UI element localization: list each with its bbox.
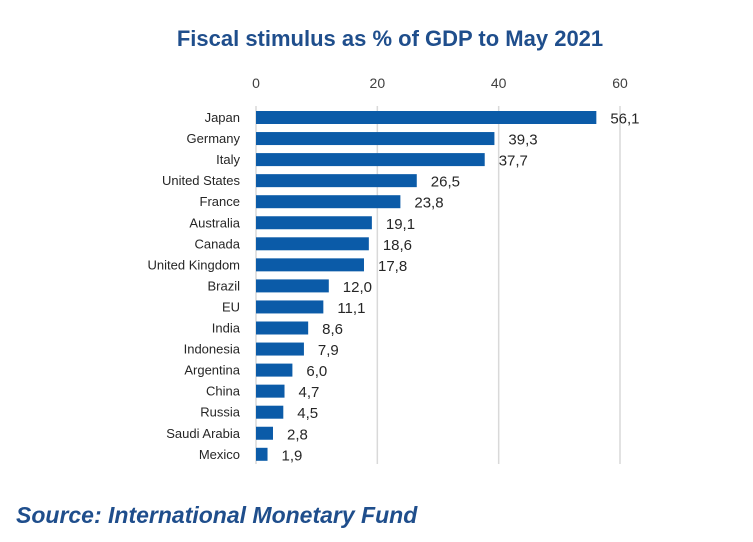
bar-china [256, 384, 285, 398]
data-labels: 56,1 39,3 37,7 26,5 23,8 19,1 18,6 17,8 12,0 11,1… [282, 111, 640, 465]
x-axis-ticks: 0 20 40 60 [252, 75, 628, 91]
data-label: 17,8 [378, 258, 407, 275]
category-label: Argentina [184, 363, 240, 378]
data-label: 4,7 [299, 384, 320, 401]
category-label: Italy [216, 152, 240, 167]
data-label: 19,1 [386, 216, 415, 233]
bar-united-states [256, 174, 417, 188]
bars [256, 111, 597, 461]
bar-brazil [256, 279, 329, 293]
x-tick-label: 40 [491, 75, 507, 91]
data-label: 6,0 [306, 363, 327, 380]
category-label: China [206, 384, 241, 399]
category-label: France [200, 194, 240, 209]
bar-india [256, 321, 309, 335]
bar-australia [256, 216, 372, 230]
data-label: 23,8 [414, 195, 443, 212]
data-label: 4,5 [297, 405, 318, 422]
bar-russia [256, 405, 284, 419]
data-label: 7,9 [318, 342, 339, 359]
data-label: 56,1 [610, 111, 639, 128]
bar-united-kingdom [256, 258, 364, 272]
category-label: Japan [205, 110, 240, 125]
category-label: Germany [187, 131, 241, 146]
bar-eu [256, 300, 324, 314]
category-label: Saudi Arabia [166, 426, 240, 441]
x-tick-label: 0 [252, 75, 260, 91]
bar-italy [256, 153, 485, 167]
bar-japan [256, 111, 597, 124]
chart-title: Fiscal stimulus as % of GDP to May 2021 [176, 26, 604, 51]
x-tick-label: 60 [612, 75, 628, 91]
data-label: 11,1 [337, 300, 365, 317]
category-labels: Japan Germany Italy United States France Aust… [148, 110, 241, 462]
category-label: Canada [194, 236, 240, 251]
source-note: Source: International Monetary Fund [16, 502, 418, 528]
category-label: Indonesia [184, 342, 241, 357]
data-label: 18,6 [383, 237, 412, 254]
data-label: 39,3 [508, 132, 537, 149]
data-label: 8,6 [322, 321, 343, 338]
category-label: Mexico [199, 447, 240, 462]
category-label: Brazil [207, 278, 240, 293]
bar-germany [256, 132, 495, 146]
category-label: EU [222, 299, 240, 314]
bar-saudi-arabia [256, 426, 273, 440]
data-label: 37,7 [499, 153, 528, 170]
category-label: Russia [200, 405, 241, 420]
bar-mexico [256, 447, 268, 461]
bar-france [256, 195, 401, 209]
data-label: 12,0 [343, 279, 372, 296]
category-label: United Kingdom [148, 257, 241, 272]
data-label: 2,8 [287, 426, 308, 443]
data-label: 1,9 [282, 447, 303, 464]
x-tick-label: 20 [370, 75, 386, 91]
bar-canada [256, 237, 369, 251]
category-label: Australia [189, 215, 240, 230]
category-label: United States [162, 173, 241, 188]
bar-indonesia [256, 342, 304, 356]
bar-argentina [256, 363, 293, 377]
data-label: 26,5 [431, 174, 460, 191]
category-label: India [212, 321, 241, 336]
